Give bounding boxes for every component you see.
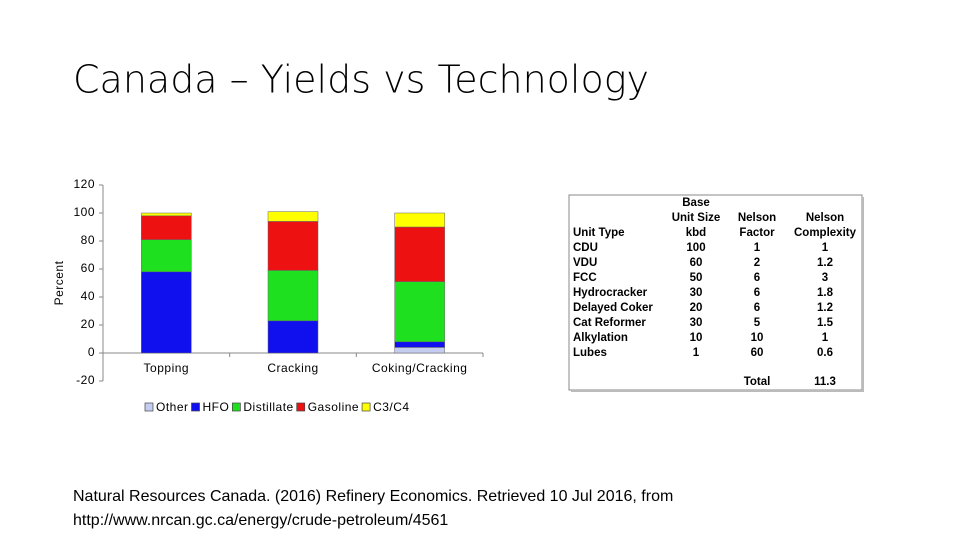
table-cell: 1.8 [817, 287, 834, 299]
table-frame [568, 194, 863, 391]
y-tick-label: 120 [73, 177, 95, 191]
table-cell: 1.2 [817, 302, 833, 314]
table-cell: Cat Reformer [573, 317, 646, 329]
table-cell: CDU [573, 242, 598, 254]
y-tick-label: 100 [73, 205, 95, 219]
bar-segment [141, 271, 192, 354]
table-cell: 6 [754, 302, 760, 314]
table-cell: 0.6 [817, 347, 833, 359]
bar-segment [394, 226, 445, 282]
table-cell: 1 [693, 347, 700, 359]
table-header: Complexity [794, 227, 857, 239]
y-tick-label: 20 [81, 317, 95, 331]
table-cell: 100 [686, 242, 705, 254]
legend-swatch [361, 402, 371, 412]
table-cell: 10 [690, 332, 703, 344]
table-header: Unit Type [573, 227, 625, 239]
table-cell: Delayed Coker [573, 302, 653, 314]
table-cell: VDU [573, 257, 597, 269]
table-total-value: 11.3 [814, 376, 836, 388]
y-tick-label: 60 [81, 261, 95, 275]
legend-label: C3/C4 [373, 400, 410, 414]
bar-segment [267, 211, 319, 222]
legend-label: HFO [203, 400, 230, 414]
y-tick-label: 0 [88, 345, 95, 359]
table-header: Nelson [806, 212, 844, 224]
table-header: Base [682, 197, 710, 209]
table-cell: 1 [822, 332, 829, 344]
table-cell: 20 [690, 302, 703, 314]
table-header: Nelson [738, 212, 776, 224]
table-cell: Hydrocracker [573, 287, 648, 299]
table-header: Factor [739, 227, 775, 239]
table-cell: 6 [754, 272, 760, 284]
table-cell: Alkylation [573, 332, 628, 344]
legend-swatch [191, 402, 200, 412]
table-cell: 1.2 [817, 257, 833, 269]
y-tick-label: 80 [81, 233, 95, 247]
legend-label: Other [156, 400, 189, 414]
table-header: kbd [686, 227, 706, 239]
table-header: Unit Size [672, 212, 721, 224]
table-cell: 3 [822, 272, 828, 284]
table-cell: 1 [822, 242, 829, 254]
table-cell: Lubes [573, 347, 607, 359]
table-cell: 60 [690, 257, 703, 269]
bar-segment [141, 212, 192, 217]
legend-swatch [296, 402, 306, 412]
citation: http://www.nrcan.gc.ca/energy/crude-petr… [73, 512, 448, 529]
table-cell: 1.5 [817, 317, 834, 329]
x-tick-label: Coking/Cracking [372, 361, 468, 375]
y-tick-label: 40 [81, 289, 95, 303]
citation: Natural Resources Canada. (2016) Refiner… [73, 488, 673, 505]
y-axis-label: Percent [52, 260, 66, 305]
bar-segment [267, 270, 319, 322]
bar-segment [267, 221, 319, 271]
table-cell: 50 [690, 272, 703, 284]
bar-segment [141, 215, 192, 240]
legend-label: Gasoline [308, 400, 359, 414]
bar-segment [394, 341, 445, 348]
bar-segment [394, 347, 445, 354]
x-tick-label: Topping [144, 361, 190, 375]
bar-segment [394, 281, 445, 343]
table-total-label: Total [744, 376, 771, 388]
table-cell: 30 [690, 317, 703, 329]
bar-segment [267, 320, 319, 354]
x-tick-label: Cracking [267, 361, 318, 375]
y-tick-label: -20 [76, 373, 95, 387]
table-cell: 30 [690, 287, 703, 299]
legend-label: Distillate [243, 400, 293, 414]
table-cell: 2 [754, 257, 760, 269]
table-cell: 1 [754, 242, 761, 254]
bar-segment [141, 239, 192, 273]
legend-swatch [144, 402, 154, 412]
table-cell: 5 [754, 317, 761, 329]
bar-segment [394, 212, 445, 228]
slide-title: Canada – Yields vs Technology [73, 58, 649, 102]
table-cell: 6 [754, 287, 760, 299]
table-cell: 60 [751, 347, 764, 359]
table-cell: 10 [751, 332, 764, 344]
table-cell: FCC [573, 272, 597, 284]
legend-swatch [232, 402, 241, 412]
